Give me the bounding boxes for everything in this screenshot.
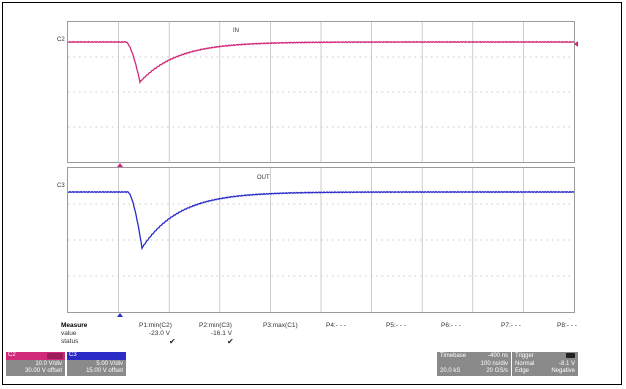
trigger-source-badge-icon (566, 353, 575, 358)
param-p1-status-check-icon: ✔ (169, 337, 176, 346)
timebase-title: Timebase (440, 353, 467, 359)
param-p1-value: -23.0 V (149, 330, 170, 337)
c2-waveform-grid (67, 21, 575, 163)
param-p4-name[interactable]: P4:- - - (326, 322, 346, 329)
c2-trace-label: IN (233, 28, 239, 34)
timebase-per-div: 100 ns/div (480, 361, 508, 367)
trigger-mode: Normal (515, 361, 535, 367)
timebase-panel[interactable]: Timebase -400 ns 100 ns/div 20.0 kS 20 G… (437, 352, 511, 376)
trigger-title: Trigger (515, 353, 534, 359)
measure-header: Measure (61, 322, 88, 329)
param-p3-name[interactable]: P3:max(C1) (263, 322, 298, 329)
c2-descriptor-box[interactable]: C2 10.0 V/div 30.00 V offset (6, 352, 65, 376)
trigger-panel[interactable]: Trigger -8.1 V Normal Edge Negative (512, 352, 578, 376)
trigger-level: -8.1 V (558, 361, 575, 367)
c3-descriptor-header: C3 (67, 352, 126, 360)
c2-waveform-plot (68, 22, 574, 162)
c2-vdiv: 10.0 V/div (35, 361, 62, 367)
param-p5-name[interactable]: P5:- - - (386, 322, 406, 329)
c3-descriptor-box[interactable]: C3 5.00 V/div 15.00 V offset (67, 352, 126, 376)
trigger-slope: Negative (551, 368, 575, 374)
trigger-type: Edge (515, 368, 530, 374)
oscilloscope-screenshot: C2 IN C3 OUT Measure P1:min(C2) P2:min(C… (2, 2, 622, 385)
measure-table: Measure P1:min(C2) P2:min(C3) P3:max(C1)… (61, 322, 581, 352)
c3-channel-label: C3 (57, 183, 65, 189)
param-p7-name[interactable]: P7:- - - (501, 322, 521, 329)
timebase-rate: 20 GS/s (486, 368, 508, 374)
param-p2-status-check-icon: ✔ (227, 337, 234, 346)
c2-channel-label: C2 (57, 37, 65, 43)
c3-waveform-plot (68, 168, 574, 312)
c2-waveform-trace (68, 40, 574, 85)
c3-trace-label: OUT (257, 175, 270, 181)
c2-descriptor-tag: C2 (8, 352, 16, 358)
param-p2-value: -16.1 V (211, 330, 232, 337)
status-row-label: status (61, 338, 79, 345)
c3-vdiv: 5.00 V/div (96, 361, 123, 367)
value-row-label: value (61, 330, 77, 337)
c2-right-offset-marker (574, 41, 578, 47)
timebase-samples: 20.0 kS (440, 368, 461, 374)
c3-descriptor-tag: C3 (69, 352, 77, 358)
param-p8-name[interactable]: P8:- - - (557, 322, 577, 329)
c3-waveform-trace (68, 190, 574, 251)
c2-coupling-badge-icon (47, 353, 63, 359)
param-p6-name[interactable]: P6:- - - (441, 322, 461, 329)
c2-descriptor-header: C2 (6, 352, 65, 360)
timebase-delay: -400 ns (487, 353, 508, 359)
c2-trigger-marker (117, 163, 123, 167)
param-p2-name[interactable]: P2:min(C3) (199, 322, 232, 329)
c3-offset: 15.00 V offset (86, 368, 123, 374)
c2-offset: 30.00 V offset (25, 368, 62, 374)
param-p1-name[interactable]: P1:min(C2) (139, 322, 172, 329)
c3-waveform-grid (67, 167, 575, 313)
c3-trigger-marker (117, 313, 123, 317)
